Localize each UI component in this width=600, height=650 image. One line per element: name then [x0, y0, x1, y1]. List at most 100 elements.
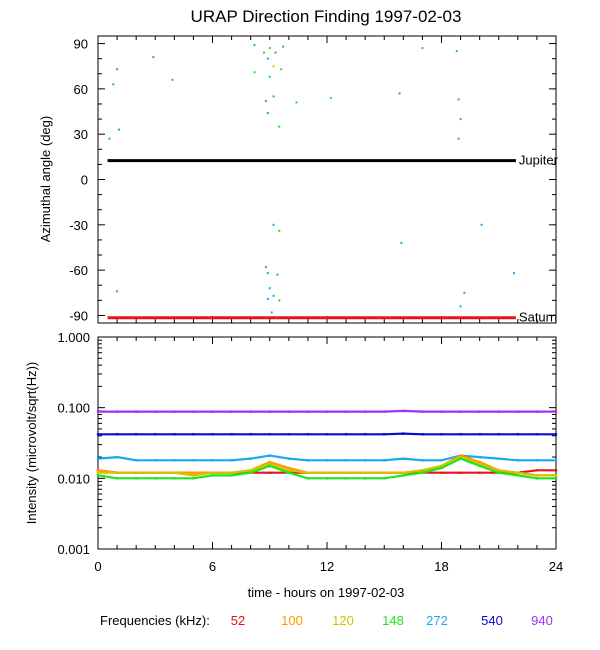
series-point-100 [459, 454, 462, 457]
y-tick-label: -30 [69, 218, 88, 233]
data-point [457, 98, 460, 101]
legend-label: Frequencies (kHz): [100, 613, 210, 628]
series-point-940 [230, 410, 233, 413]
series-point-120 [516, 471, 520, 474]
series-point-540 [249, 433, 252, 436]
y-tick-label: -60 [69, 263, 88, 278]
series-point-272 [440, 459, 443, 462]
series-point-120 [268, 462, 271, 466]
series-point-272 [230, 459, 233, 462]
series-point-940 [115, 410, 119, 413]
series-point-940 [154, 410, 157, 413]
y-tick-label: 0.100 [57, 401, 90, 416]
series-point-100 [268, 460, 271, 464]
data-point [270, 311, 273, 314]
series-point-940 [249, 410, 252, 413]
series-point-120 [497, 469, 500, 472]
data-point [280, 68, 283, 71]
data-point [268, 287, 271, 290]
data-point [272, 65, 275, 68]
series-point-940 [497, 410, 500, 413]
series-point-540 [363, 433, 367, 436]
series-point-120 [325, 471, 329, 474]
x-tick-label: 24 [549, 559, 563, 574]
series-point-120 [402, 471, 405, 474]
series-point-272 [497, 457, 500, 460]
series-point-272 [249, 457, 252, 460]
series-point-940 [440, 410, 443, 413]
series-point-540 [459, 433, 462, 436]
series-point-100 [192, 471, 195, 474]
series-point-120 [211, 471, 214, 474]
series-point-940 [535, 410, 539, 413]
series-point-540 [535, 433, 539, 436]
series-point-120 [115, 471, 119, 474]
y-tick-label: 0 [81, 173, 88, 188]
data-point [268, 47, 271, 50]
y-tick-label: 1.000 [57, 330, 90, 345]
y-tick-label: 30 [74, 127, 88, 142]
series-point-540 [497, 433, 500, 436]
series-point-540 [325, 433, 329, 436]
series-point-940 [363, 410, 367, 413]
series-point-148 [134, 477, 138, 480]
series-point-272 [287, 457, 291, 460]
legend-item-272: 272 [426, 613, 448, 628]
series-point-940 [383, 410, 386, 413]
data-point [171, 78, 174, 81]
data-point [266, 112, 269, 115]
bottom-plot-frame [97, 336, 557, 550]
series-point-100 [96, 469, 100, 472]
series-point-148 [192, 477, 195, 480]
top-plot-frame [97, 35, 557, 324]
series-point-540 [173, 433, 176, 436]
legend-item-52: 52 [231, 613, 245, 628]
series-point-940 [268, 410, 271, 413]
data-point [152, 56, 155, 59]
data-point [457, 137, 460, 140]
azimuth-panel: 90 60 30 0 -30 -60 -90 Jupiter Saturn [69, 35, 559, 325]
series-point-148 [173, 477, 176, 480]
data-point [282, 45, 285, 48]
data-point [266, 297, 269, 300]
y-tick-label: 60 [74, 82, 88, 97]
x-tick-label: 0 [94, 559, 101, 574]
data-point [463, 291, 466, 294]
data-point [264, 266, 267, 269]
series-point-940 [96, 410, 100, 413]
series-point-148 [344, 477, 348, 480]
series-point-272 [268, 454, 271, 457]
series-point-540 [383, 433, 386, 436]
series-point-148 [535, 477, 539, 480]
series-point-148 [268, 464, 271, 468]
series-point-940 [211, 410, 214, 413]
series-point-52 [478, 471, 481, 474]
data-point [266, 272, 269, 275]
x-tick-label: 12 [320, 559, 334, 574]
data-point [398, 92, 401, 95]
series-point-272 [535, 459, 539, 462]
data-point [295, 101, 298, 104]
series-point-272 [478, 455, 481, 459]
data-point [274, 51, 277, 54]
series-point-272 [115, 455, 119, 459]
series-point-272 [421, 459, 424, 462]
series-point-272 [554, 459, 558, 462]
data-point [268, 75, 271, 78]
series-point-100 [478, 460, 481, 464]
series-point-272 [306, 459, 310, 462]
x-tick-label: 18 [434, 559, 448, 574]
series-point-120 [535, 474, 539, 477]
series-point-540 [516, 433, 520, 436]
series-point-540 [440, 433, 443, 436]
series-point-148 [249, 471, 252, 474]
series-point-540 [154, 433, 157, 436]
x-axis-label: time - hours on 1997-02-03 [248, 585, 405, 600]
data-point [266, 57, 269, 60]
series-point-148 [478, 464, 481, 468]
series-point-540 [192, 433, 195, 436]
frequency-legend: Frequencies (kHz): 52 100 120 148 272 540 940 [100, 613, 553, 628]
series-point-272 [173, 459, 176, 462]
series-point-148 [363, 477, 367, 480]
series-point-120 [478, 462, 481, 466]
